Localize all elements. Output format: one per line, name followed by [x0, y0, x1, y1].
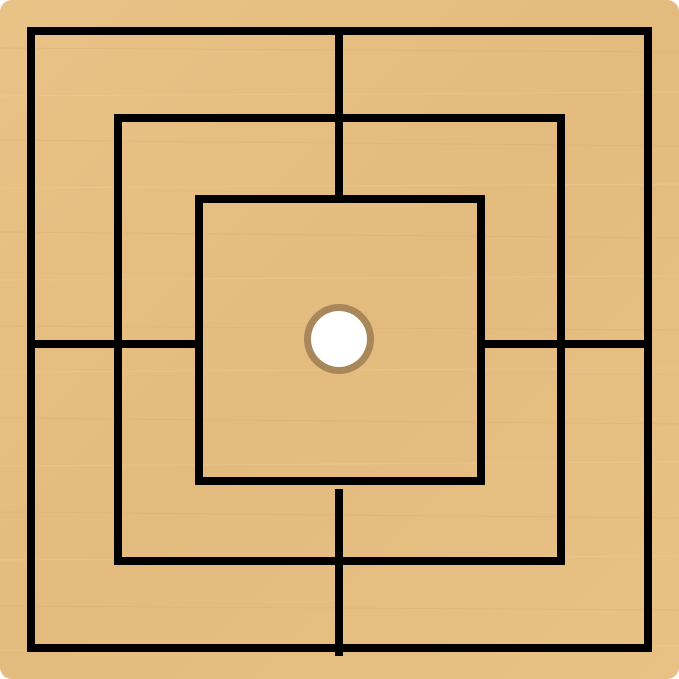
board-lines — [27, 27, 652, 656]
board-point-center[interactable] — [304, 304, 374, 374]
